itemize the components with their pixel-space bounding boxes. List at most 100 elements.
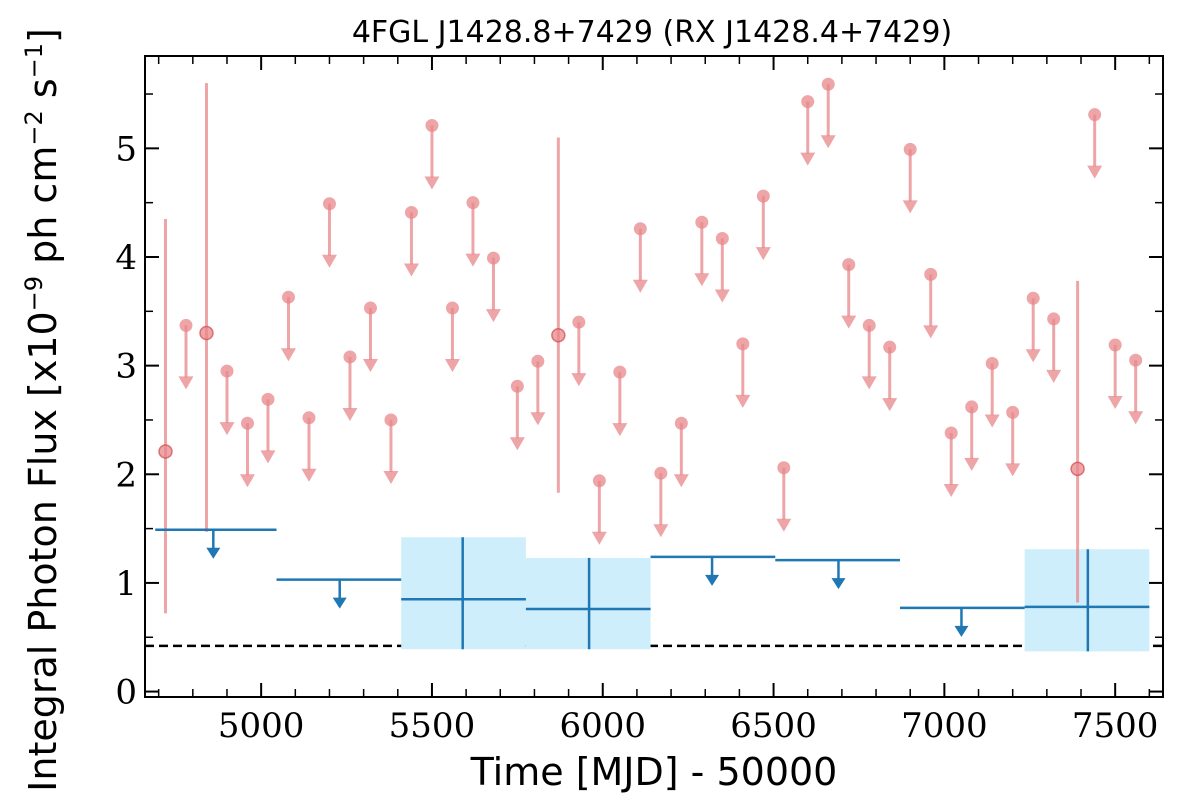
axis-ticks: [145, 56, 1163, 697]
fine-upper-limit-point: [924, 267, 938, 281]
fine-upper-limit-arrow: [612, 423, 628, 437]
fine-upper-limit-arrow: [943, 483, 959, 497]
y-tick-label: 4: [115, 238, 137, 278]
y-tick-label: 2: [115, 455, 137, 495]
fine-upper-limit-point: [1006, 405, 1020, 419]
fine-upper-limit-point: [302, 411, 316, 425]
fine-upper-limit-arrow: [923, 325, 939, 339]
fine-upper-limit-arrow: [571, 373, 587, 387]
fine-upper-limit-arrow: [902, 200, 918, 214]
fine-upper-limit-point: [777, 461, 791, 475]
fine-upper-limit-point: [510, 379, 524, 393]
fine-upper-limit-point: [801, 95, 815, 109]
plot-frame: [144, 55, 1164, 698]
fine-upper-limit-point: [756, 189, 770, 203]
fine-upper-limit-arrow: [1087, 165, 1103, 179]
fine-bin-layer: [158, 77, 1144, 614]
fine-detection-point: [199, 325, 214, 341]
fine-upper-limit-point: [715, 232, 729, 246]
fine-upper-limit-point: [466, 196, 480, 210]
fine-upper-limit-point: [736, 337, 750, 351]
fine-upper-limit-arrow: [342, 407, 358, 421]
fine-upper-limit-point: [179, 318, 193, 332]
fine-upper-limit-arrow: [403, 263, 419, 277]
fine-upper-limit-arrow: [321, 254, 337, 268]
coarse-bin-layer: [155, 528, 1150, 652]
fine-upper-limit-point: [944, 426, 958, 440]
fine-upper-limit-arrow: [755, 247, 771, 261]
fine-upper-limit-arrow: [444, 359, 460, 373]
fine-upper-limit-point: [903, 142, 917, 156]
fine-upper-limit-arrow: [882, 398, 898, 412]
fine-upper-limit-arrow: [1005, 463, 1021, 477]
fine-upper-limit-point: [592, 474, 606, 488]
coarse-upper-limit-arrow: [332, 597, 347, 609]
fine-upper-limit-point: [633, 222, 647, 236]
y-tick-label: 3: [115, 347, 137, 387]
fine-upper-limit-arrow: [301, 468, 317, 482]
x-tick-label: 5000: [218, 706, 305, 746]
fine-upper-limit-arrow: [1107, 395, 1123, 409]
fine-upper-limit-point: [862, 318, 876, 332]
fine-upper-limit-point: [363, 301, 377, 315]
fine-upper-limit-arrow: [219, 422, 235, 436]
fine-upper-limit-arrow: [383, 470, 399, 484]
fine-upper-limit-point: [613, 365, 627, 379]
fine-upper-limit-arrow: [964, 457, 980, 471]
fine-upper-limit-arrow: [362, 359, 378, 373]
fine-upper-limit-arrow: [530, 412, 546, 426]
fine-upper-limit-point: [425, 119, 439, 133]
fine-upper-limit-point: [281, 290, 295, 304]
fine-upper-limit-arrow: [591, 531, 607, 545]
x-tick-label: 5500: [389, 706, 476, 746]
fine-upper-limit-point: [322, 197, 336, 211]
fine-upper-limit-arrow: [861, 376, 877, 390]
fine-upper-limit-point: [486, 251, 500, 265]
coarse-upper-limit-arrow: [206, 547, 221, 559]
x-tick-label: 6500: [730, 706, 817, 746]
fine-upper-limit-point: [965, 400, 979, 414]
fine-upper-limit-arrow: [509, 437, 525, 451]
fine-upper-limit-arrow: [800, 152, 816, 166]
y-tick-label: 1: [115, 564, 137, 604]
chart-title: 4FGL J1428.8+7429 (RX J1428.4+7429): [352, 15, 952, 50]
fine-upper-limit-point: [261, 392, 275, 406]
fine-upper-limit-point: [404, 205, 418, 219]
fine-upper-limit-arrow: [1128, 411, 1144, 425]
x-tick-label: 7500: [1072, 706, 1159, 746]
fine-upper-limit-arrow: [424, 176, 440, 190]
fine-upper-limit-arrow: [714, 289, 730, 303]
fine-upper-limit-arrow: [632, 279, 648, 293]
fine-upper-limit-arrow: [776, 518, 792, 532]
fine-upper-limit-point: [220, 364, 234, 378]
axis-tick-labels: 5000 5500 6000 6500 7000 7500 0 1 2 3 4 5: [115, 129, 1158, 746]
fine-upper-limit-point: [1088, 108, 1102, 122]
fine-upper-limit-point: [240, 416, 254, 430]
fine-upper-limit-arrow: [260, 450, 276, 464]
fine-upper-limit-arrow: [694, 273, 710, 287]
fine-detection-point: [551, 327, 566, 343]
fine-upper-limit-point: [695, 215, 709, 229]
y-tick-label: 0: [115, 673, 137, 713]
fine-upper-limit-arrow: [673, 474, 689, 488]
fine-upper-limit-arrow: [735, 394, 751, 408]
fine-upper-limit-point: [985, 356, 999, 370]
fine-upper-limit-point: [821, 77, 835, 91]
coarse-band-layer: [401, 537, 1150, 652]
fine-upper-limit-arrow: [178, 376, 194, 390]
y-axis-label: Integral Photon Flux [x10−9 ph cm−2 s−1]: [20, 28, 65, 792]
coarse-upper-limit-arrow: [954, 625, 969, 637]
fine-upper-limit-point: [674, 416, 688, 430]
fine-upper-limit-arrow: [820, 135, 836, 149]
coarse-upper-limit-arrow: [705, 574, 720, 586]
fine-upper-limit-point: [445, 301, 459, 315]
x-tick-label: 7000: [901, 706, 988, 746]
fine-upper-limit-point: [531, 354, 545, 368]
fine-upper-limit-point: [1108, 338, 1122, 352]
fine-upper-limit-point: [1129, 353, 1143, 367]
fine-upper-limit-point: [883, 340, 897, 354]
fine-upper-limit-arrow: [841, 315, 857, 329]
fine-detection-point: [158, 444, 173, 459]
y-tick-label: 5: [115, 129, 137, 169]
